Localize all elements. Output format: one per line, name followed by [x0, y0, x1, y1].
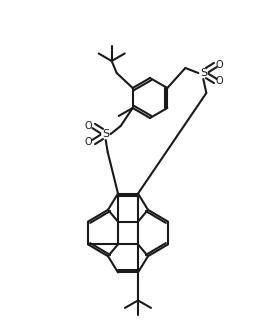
Text: O: O	[85, 121, 92, 131]
Text: S: S	[200, 68, 207, 78]
Text: O: O	[215, 76, 223, 86]
Text: S: S	[102, 129, 109, 139]
Text: O: O	[215, 60, 223, 70]
Text: O: O	[85, 137, 92, 147]
